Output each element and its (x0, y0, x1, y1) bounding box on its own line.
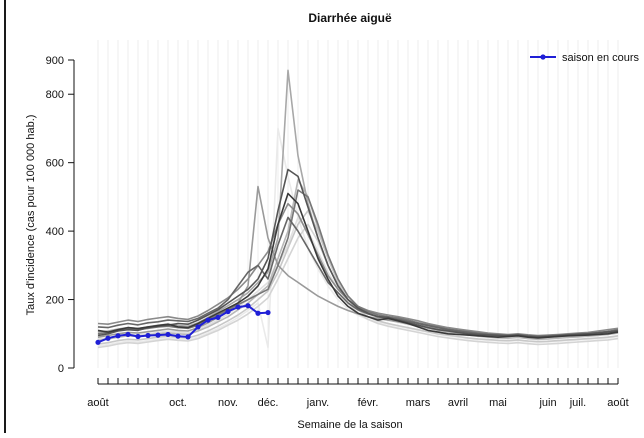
legend-marker (540, 54, 546, 60)
current-season-point (265, 309, 271, 316)
current-season-point (255, 310, 261, 316)
x-month-label: juil. (569, 397, 587, 409)
current-season-point (235, 304, 241, 310)
current-season-point (185, 334, 191, 340)
current-season-point (145, 332, 151, 339)
y-tick-label: 900 (46, 55, 64, 67)
chart-title: Diarrhée aiguë (308, 11, 392, 25)
x-month-label: juin (538, 397, 556, 409)
x-month-label: août (87, 397, 108, 409)
x-month-label: déc. (258, 397, 279, 409)
current-season-point (155, 332, 161, 338)
current-season-point (165, 331, 171, 338)
legend-label: saison en cours (562, 52, 640, 64)
x-month-label: janv. (306, 397, 329, 409)
legend: saison en cours (530, 52, 640, 64)
x-month-label: nov. (218, 397, 238, 409)
x-axis: août oct. nov. déc. janv. févr. mars avril mai ju… (87, 378, 629, 409)
y-tick-label: 400 (46, 226, 64, 238)
current-season-point (195, 324, 201, 330)
current-season-point (245, 303, 251, 309)
left-border (4, 0, 6, 433)
current-season-point (115, 333, 121, 339)
y-axis: 0 200 400 600 800 900 (46, 55, 75, 375)
current-season-point (175, 333, 181, 339)
current-season-point (125, 331, 131, 338)
x-axis-label: Semaine de la saison (297, 419, 402, 431)
x-month-label: mai (489, 397, 507, 409)
current-season-point (225, 308, 231, 315)
y-axis-label: Taux d'incidence (cas pour 100 000 hab.) (25, 115, 37, 316)
series-group (95, 69, 619, 349)
current-season-point (135, 333, 141, 340)
y-tick-label: 200 (46, 295, 64, 307)
x-month-label: févr. (358, 397, 379, 409)
current-season-point (205, 317, 211, 323)
y-tick-label: 0 (58, 363, 64, 375)
x-month-label: mars (406, 397, 431, 409)
current-season-point (105, 335, 111, 341)
current-season-point (215, 314, 221, 320)
y-tick-label: 800 (46, 89, 64, 101)
x-month-label: oct. (169, 397, 187, 409)
x-month-label: août (607, 397, 628, 409)
y-tick-label: 600 (46, 158, 64, 170)
x-month-label: avril (448, 397, 468, 409)
current-season-point (95, 339, 101, 345)
past-season-line (97, 192, 619, 339)
